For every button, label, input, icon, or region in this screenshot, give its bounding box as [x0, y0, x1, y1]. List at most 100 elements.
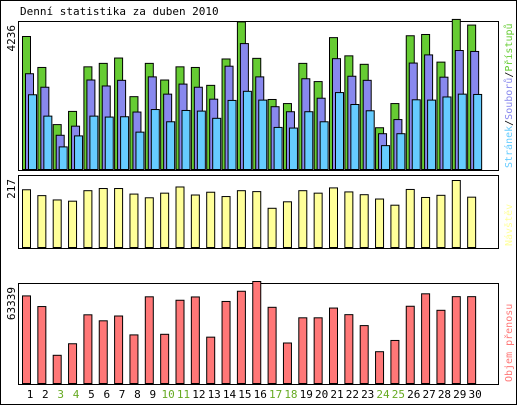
side-legend-label: Objem přenosu [503, 304, 515, 382]
bar-requests-pages-day-11 [181, 109, 191, 171]
bar-visits-day-29 [451, 180, 461, 248]
bar-requests-pages-day-10 [166, 121, 176, 171]
bar-visits-day-2 [37, 195, 47, 248]
bar-requests-pages-day-16 [258, 99, 268, 170]
x-label-day-27: 27 [422, 388, 435, 401]
x-label-day-18: 18 [284, 388, 297, 401]
y-max-label: 63339 [5, 287, 18, 320]
bar-kbytes-day-8 [129, 334, 139, 385]
bar-visits-day-17 [267, 207, 277, 249]
bar-visits-day-4 [68, 200, 78, 248]
bar-visits-day-21 [329, 187, 338, 249]
side-legend-label: Návštěv [503, 204, 515, 246]
bar-kbytes-day-24 [375, 351, 385, 385]
x-label-day-20: 20 [315, 388, 328, 401]
x-label-day-15: 15 [238, 388, 251, 401]
y-max-label: 4236 [5, 25, 18, 52]
bar-kbytes-day-21 [329, 307, 338, 385]
bar-visits-day-10 [160, 192, 170, 248]
bar-requests-pages-day-6 [104, 116, 114, 170]
side-legend-part-1: / [504, 120, 515, 126]
bar-visits-day-24 [375, 198, 385, 248]
x-label-day-8: 8 [134, 388, 141, 401]
bar-visits-day-26 [405, 188, 415, 248]
bar-visits-day-25 [390, 204, 400, 248]
bar-requests-pages-day-20 [319, 121, 329, 171]
x-label-day-19: 19 [300, 388, 313, 401]
bar-kbytes-day-22 [344, 314, 354, 384]
bar-kbytes-day-16 [252, 281, 262, 384]
bar-requests-pages-day-27 [427, 99, 437, 170]
bar-kbytes-day-2 [37, 306, 47, 384]
bar-visits-day-1 [22, 189, 31, 249]
bar-requests-pages-day-18 [288, 127, 298, 170]
bar-requests-pages-day-9 [150, 109, 160, 171]
bar-requests-pages-day-23 [365, 110, 375, 170]
x-label-day-1: 1 [27, 388, 34, 401]
bar-visits-day-5 [83, 190, 93, 248]
bar-visits-day-20 [313, 192, 323, 248]
x-label-day-21: 21 [330, 388, 343, 401]
bar-visits-day-28 [436, 194, 446, 249]
x-label-day-24: 24 [376, 388, 390, 401]
x-label-day-6: 6 [103, 388, 110, 401]
bar-kbytes-day-17 [267, 306, 277, 385]
bar-visits-day-9 [144, 197, 154, 249]
bar-kbytes-day-13 [206, 336, 216, 384]
bar-requests-pages-day-24 [381, 145, 391, 170]
x-label-day-17: 17 [269, 388, 282, 401]
bar-kbytes-day-28 [436, 309, 446, 384]
bar-visits-day-11 [175, 186, 185, 248]
bar-visits-day-6 [98, 188, 108, 248]
x-label-day-14: 14 [223, 388, 237, 401]
side-legend-part-0: Stránek [503, 126, 515, 168]
x-label-day-3: 3 [57, 388, 64, 401]
bar-requests-pages-day-26 [411, 99, 421, 170]
bar-requests-pages-day-3 [58, 146, 68, 170]
bar-visits-day-19 [298, 190, 308, 248]
bar-kbytes-day-6 [98, 320, 108, 384]
bar-requests-pages-day-17 [273, 126, 283, 171]
panel-kbytes: 63339 Objem přenosu [5, 281, 515, 385]
bar-requests-pages-day-14 [227, 99, 237, 170]
bar-requests-pages-day-4 [74, 135, 84, 171]
x-label-day-25: 25 [392, 388, 405, 401]
x-label-day-5: 5 [88, 388, 95, 401]
bar-kbytes-day-10 [160, 333, 170, 385]
bar-requests-pages-day-5 [89, 115, 99, 171]
x-label-day-4: 4 [73, 388, 80, 401]
bar-visits-day-15 [236, 190, 246, 248]
bar-requests-pages-day-21 [335, 92, 344, 170]
bar-requests-pages-day-19 [304, 111, 314, 170]
panel-visits: 217 Návštěv [5, 175, 515, 249]
bar-kbytes-day-11 [175, 299, 185, 384]
bar-visits-day-30 [467, 196, 477, 248]
bar-visits-day-8 [129, 193, 139, 248]
bar-visits-day-22 [344, 191, 354, 249]
x-label-day-16: 16 [254, 388, 267, 401]
x-label-day-7: 7 [119, 388, 126, 401]
x-label-day-12: 12 [192, 388, 205, 401]
bar-visits-day-16 [252, 191, 262, 248]
x-label-day-22: 22 [346, 388, 359, 401]
bar-kbytes-day-23 [359, 325, 369, 385]
bar-requests-pages-day-1 [28, 94, 37, 170]
x-label-day-2: 2 [42, 388, 49, 401]
bar-kbytes-day-25 [390, 339, 400, 385]
bar-kbytes-day-29 [451, 296, 461, 385]
x-label-day-11: 11 [177, 388, 190, 401]
bar-kbytes-day-14 [221, 300, 231, 384]
bar-requests-pages-day-28 [442, 96, 452, 170]
bar-requests-pages-day-2 [43, 115, 53, 171]
side-legend-part-2: Souborů [503, 78, 515, 120]
bar-requests-pages-day-7 [120, 116, 130, 170]
bar-kbytes-day-18 [282, 342, 292, 385]
side-legend-part-4: Přístupů [503, 23, 515, 71]
x-label-day-28: 28 [438, 388, 451, 401]
bar-kbytes-day-26 [405, 305, 415, 384]
bar-requests-pages-day-25 [396, 133, 406, 171]
bar-requests-pages-day-13 [212, 117, 222, 170]
